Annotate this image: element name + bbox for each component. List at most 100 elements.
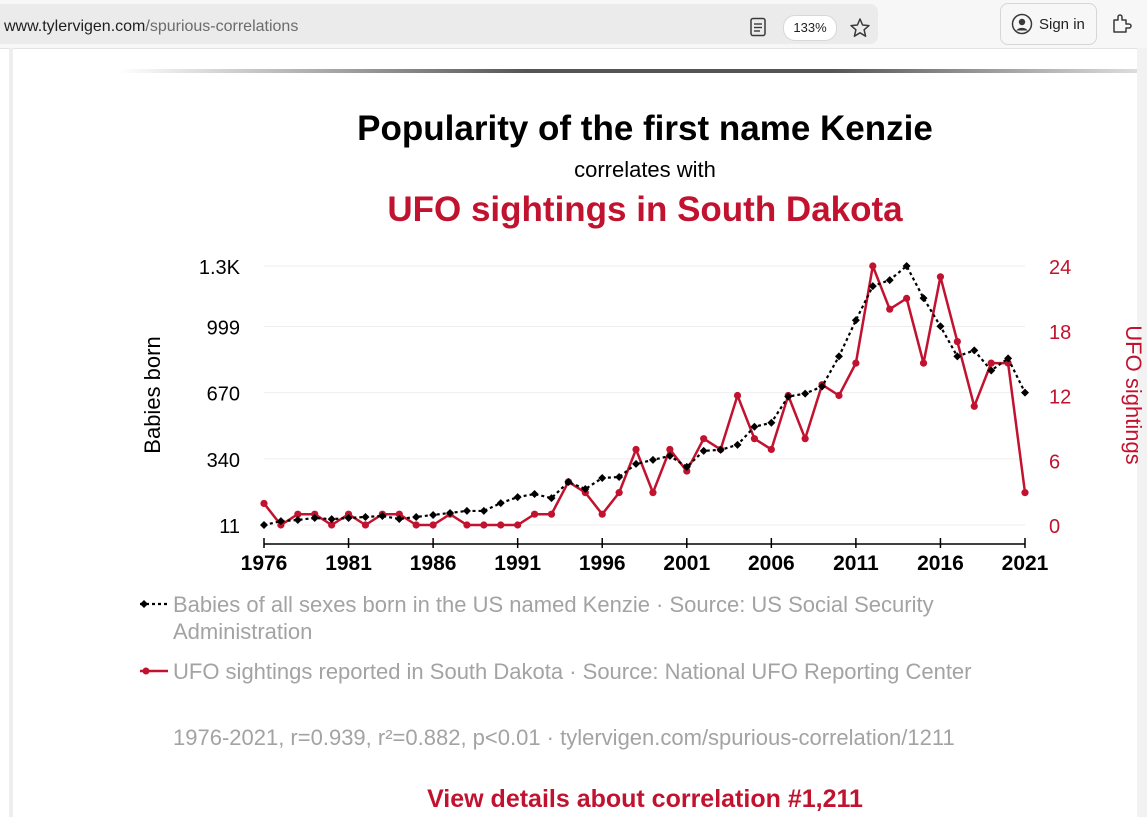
series-layer — [260, 262, 1029, 529]
ufo-data-point — [361, 521, 370, 529]
babies-data-point — [885, 276, 894, 285]
correlation-line-chart: 11 340 670 999 1.3K 0 6 12 18 24 1976 1981 1986 1991 1… — [140, 257, 1146, 575]
url-text[interactable]: www.tylervigen.com/spurious-correlations — [4, 18, 298, 36]
babies-data-point — [936, 322, 945, 331]
ufo-data-point — [970, 402, 978, 410]
babies-data-point — [479, 506, 488, 515]
babies-data-point — [784, 392, 793, 401]
ufo-data-point — [953, 337, 961, 346]
correlates-with-text: correlates with — [574, 157, 716, 182]
babies-data-point — [496, 499, 505, 508]
zoom-level-badge[interactable]: 133% — [783, 15, 837, 41]
ufo-data-point — [514, 521, 522, 529]
x-tick-label: 1991 — [494, 552, 541, 575]
x-tick-label: 2001 — [663, 552, 710, 575]
x-tick-label: 2006 — [748, 552, 795, 575]
babies-data-point — [513, 493, 522, 502]
left-tick-label: 670 — [207, 384, 240, 406]
babies-data-point — [276, 517, 285, 526]
ufo-data-point — [328, 521, 336, 529]
ufo-data-point — [598, 510, 606, 518]
left-tick-label: 11 — [219, 516, 240, 538]
ufo-data-point — [903, 294, 911, 302]
babies-data-point — [868, 282, 877, 291]
babies-data-point — [260, 521, 268, 529]
x-tick-label: 2016 — [917, 552, 964, 575]
babies-data-point — [834, 352, 843, 361]
babies-data-point — [615, 472, 624, 481]
extensions-puzzle-icon[interactable] — [1110, 12, 1132, 34]
babies-data-point — [750, 422, 759, 431]
legend-text-ufo: UFO sightings reported in South Dakota ·… — [173, 659, 972, 684]
right-tick-label: 24 — [1049, 257, 1071, 279]
babies-data-point — [767, 418, 776, 427]
babies-data-point — [412, 512, 421, 521]
ufo-data-point — [395, 510, 403, 518]
user-account-icon — [1011, 13, 1033, 35]
babies-data-point — [310, 513, 319, 522]
left-axis-title: Babies born — [140, 336, 165, 453]
babies-data-point — [395, 514, 404, 523]
ufo-data-point — [835, 391, 843, 400]
right-tick-label: 0 — [1049, 516, 1060, 538]
babies-data-point — [851, 316, 860, 325]
bookmark-star-icon[interactable] — [848, 16, 872, 40]
x-tick-label: 1996 — [579, 552, 626, 575]
x-tick-label: 2011 — [833, 552, 879, 575]
right-tick-label: 6 — [1049, 451, 1060, 473]
ufo-data-point — [733, 391, 742, 400]
page-scroll-gutter[interactable] — [1137, 48, 1147, 817]
babies-data-point — [547, 494, 556, 503]
ufo-data-point — [700, 435, 708, 443]
babies-data-point — [648, 455, 657, 464]
ufo-data-point — [497, 521, 505, 529]
reader-view-icon[interactable] — [749, 17, 767, 37]
address-bar[interactable]: www.tylervigen.com/spurious-correlations… — [0, 4, 878, 44]
babies-data-point — [682, 462, 691, 471]
ufo-data-point — [683, 467, 691, 475]
ufo-data-point — [1021, 489, 1029, 497]
url-domain: www.tylervigen.com — [4, 18, 146, 35]
axis-layer: 11 340 670 999 1.3K 0 6 12 18 24 1976 1981 1986 1991 1… — [140, 257, 1146, 575]
x-tick-label: 1976 — [241, 552, 288, 575]
chart-title-second-variable: UFO sightings in South Dakota — [387, 190, 903, 229]
babies-data-point — [801, 389, 810, 398]
right-tick-label: 18 — [1049, 322, 1071, 344]
url-path: /spurious-correlations — [145, 18, 299, 35]
babies-data-point — [564, 478, 573, 487]
babies-data-point — [327, 515, 336, 524]
right-axis-title: UFO sightings — [1121, 325, 1146, 464]
ufo-data-point — [750, 435, 759, 443]
ufo-data-point — [886, 305, 894, 313]
ufo-data-point — [767, 445, 775, 454]
babies-data-point — [632, 459, 641, 468]
babies-data-point — [581, 485, 590, 494]
view-details-link[interactable]: View details about correlation #1,211 — [427, 785, 863, 813]
babies-series-line — [263, 264, 1026, 527]
babies-data-point — [902, 262, 911, 270]
sign-in-button[interactable]: Sign in — [1000, 3, 1097, 45]
right-tick-label: 12 — [1049, 387, 1071, 409]
ufo-data-point — [869, 262, 877, 270]
babies-data-point — [733, 440, 742, 449]
ufo-data-point — [852, 359, 860, 367]
correlation-stats: 1976-2021, r=0.939, r²=0.882, p<0.01 · t… — [173, 725, 955, 750]
ufo-data-point — [429, 521, 437, 529]
babies-data-point — [665, 451, 674, 460]
ufo-series-line — [263, 264, 1027, 527]
babies-data-point — [1021, 388, 1029, 397]
ufo-data-point — [615, 489, 623, 497]
ufo-data-point — [987, 359, 995, 367]
ufo-data-point — [463, 521, 471, 529]
ufo-data-point — [649, 489, 657, 497]
ufo-data-point — [294, 510, 302, 518]
babies-data-point — [818, 382, 827, 391]
babies-data-point — [699, 446, 708, 455]
babies-data-point — [1004, 354, 1013, 363]
x-tick-label: 1981 — [325, 552, 372, 575]
ufo-data-point — [260, 499, 268, 508]
babies-data-point — [429, 510, 438, 519]
browser-toolbar: www.tylervigen.com/spurious-correlations… — [0, 0, 1147, 49]
section-divider — [118, 69, 1137, 73]
ufo-data-point — [480, 521, 488, 529]
